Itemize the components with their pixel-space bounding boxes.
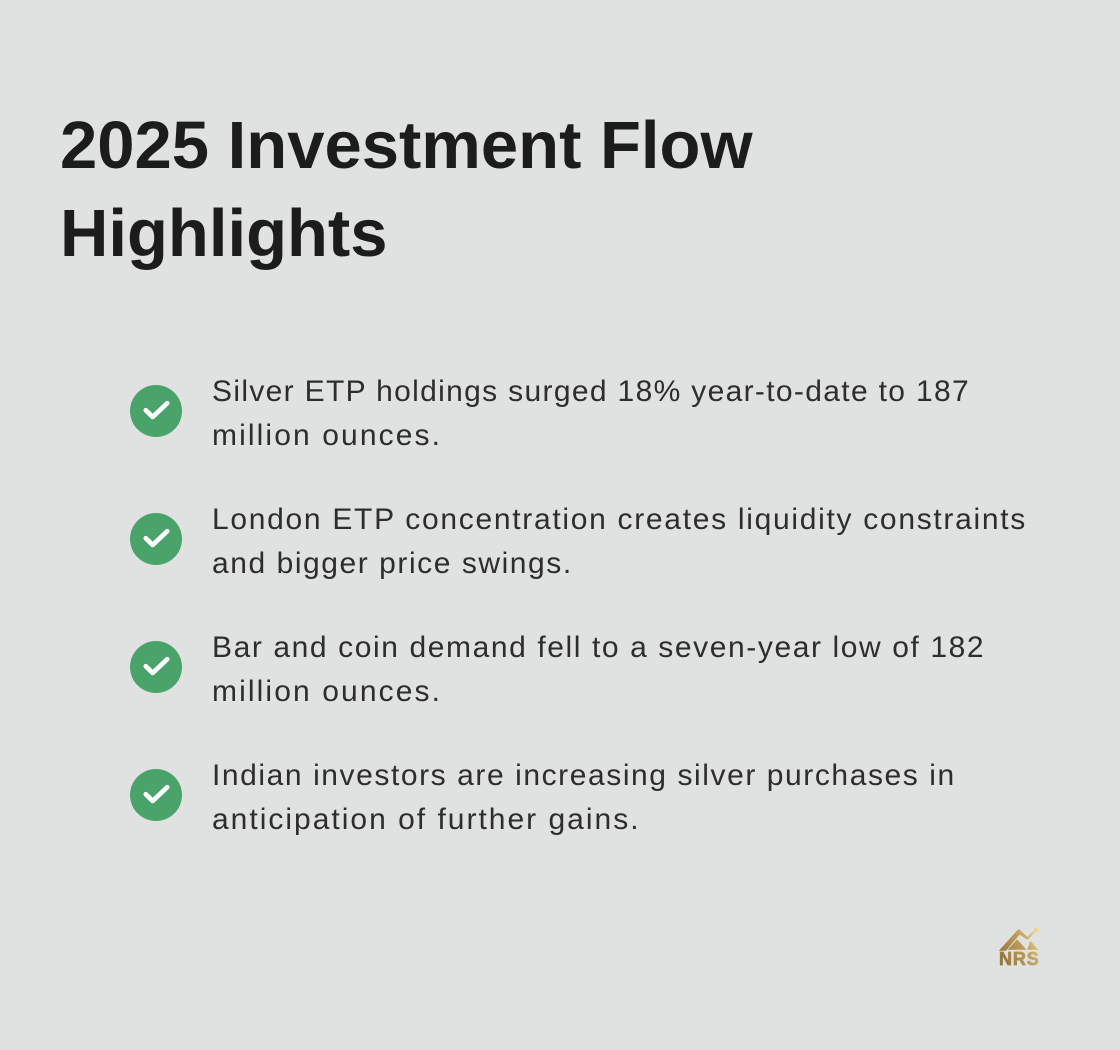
- svg-text:NRS: NRS: [999, 949, 1040, 967]
